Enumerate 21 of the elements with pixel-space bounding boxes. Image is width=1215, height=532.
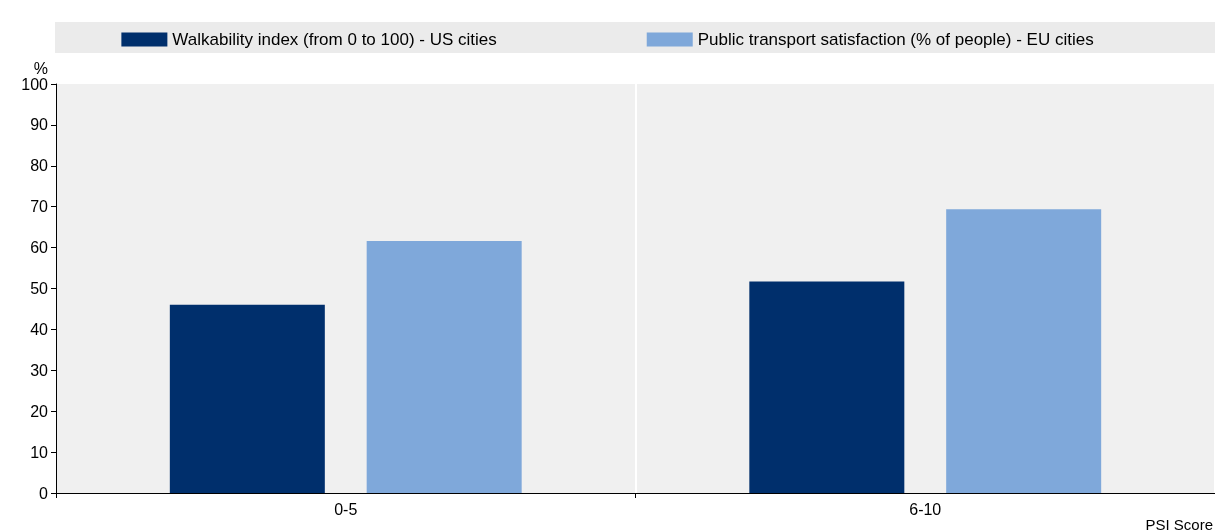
- bar: [366, 241, 522, 493]
- bar: [169, 304, 325, 493]
- y-tick-label: 30: [30, 361, 49, 379]
- y-tick-label: 90: [30, 116, 49, 134]
- bar: [946, 209, 1102, 493]
- y-tick-label: 20: [30, 402, 49, 420]
- x-tick-label: 0-5: [334, 500, 358, 518]
- y-tick-label: 60: [30, 239, 49, 257]
- y-axis-title: %: [33, 59, 48, 77]
- y-tick-label: 0: [39, 484, 49, 502]
- x-axis-title: PSI Score: [1145, 516, 1213, 532]
- y-tick-label: 80: [30, 157, 49, 175]
- y-tick-label: 70: [30, 198, 49, 216]
- x-tick-label: 6-10: [909, 500, 942, 518]
- y-tick-label: 40: [30, 320, 49, 338]
- y-tick-label: 100: [21, 75, 49, 93]
- legend-label: Public transport satisfaction (% of people) - EU cities: [697, 30, 1094, 49]
- y-tick-label: 10: [30, 443, 49, 461]
- y-tick-label: 50: [30, 280, 49, 297]
- bar: [749, 281, 905, 493]
- legend-label: Walkability index (from 0 to 100) - US cities: [172, 30, 497, 49]
